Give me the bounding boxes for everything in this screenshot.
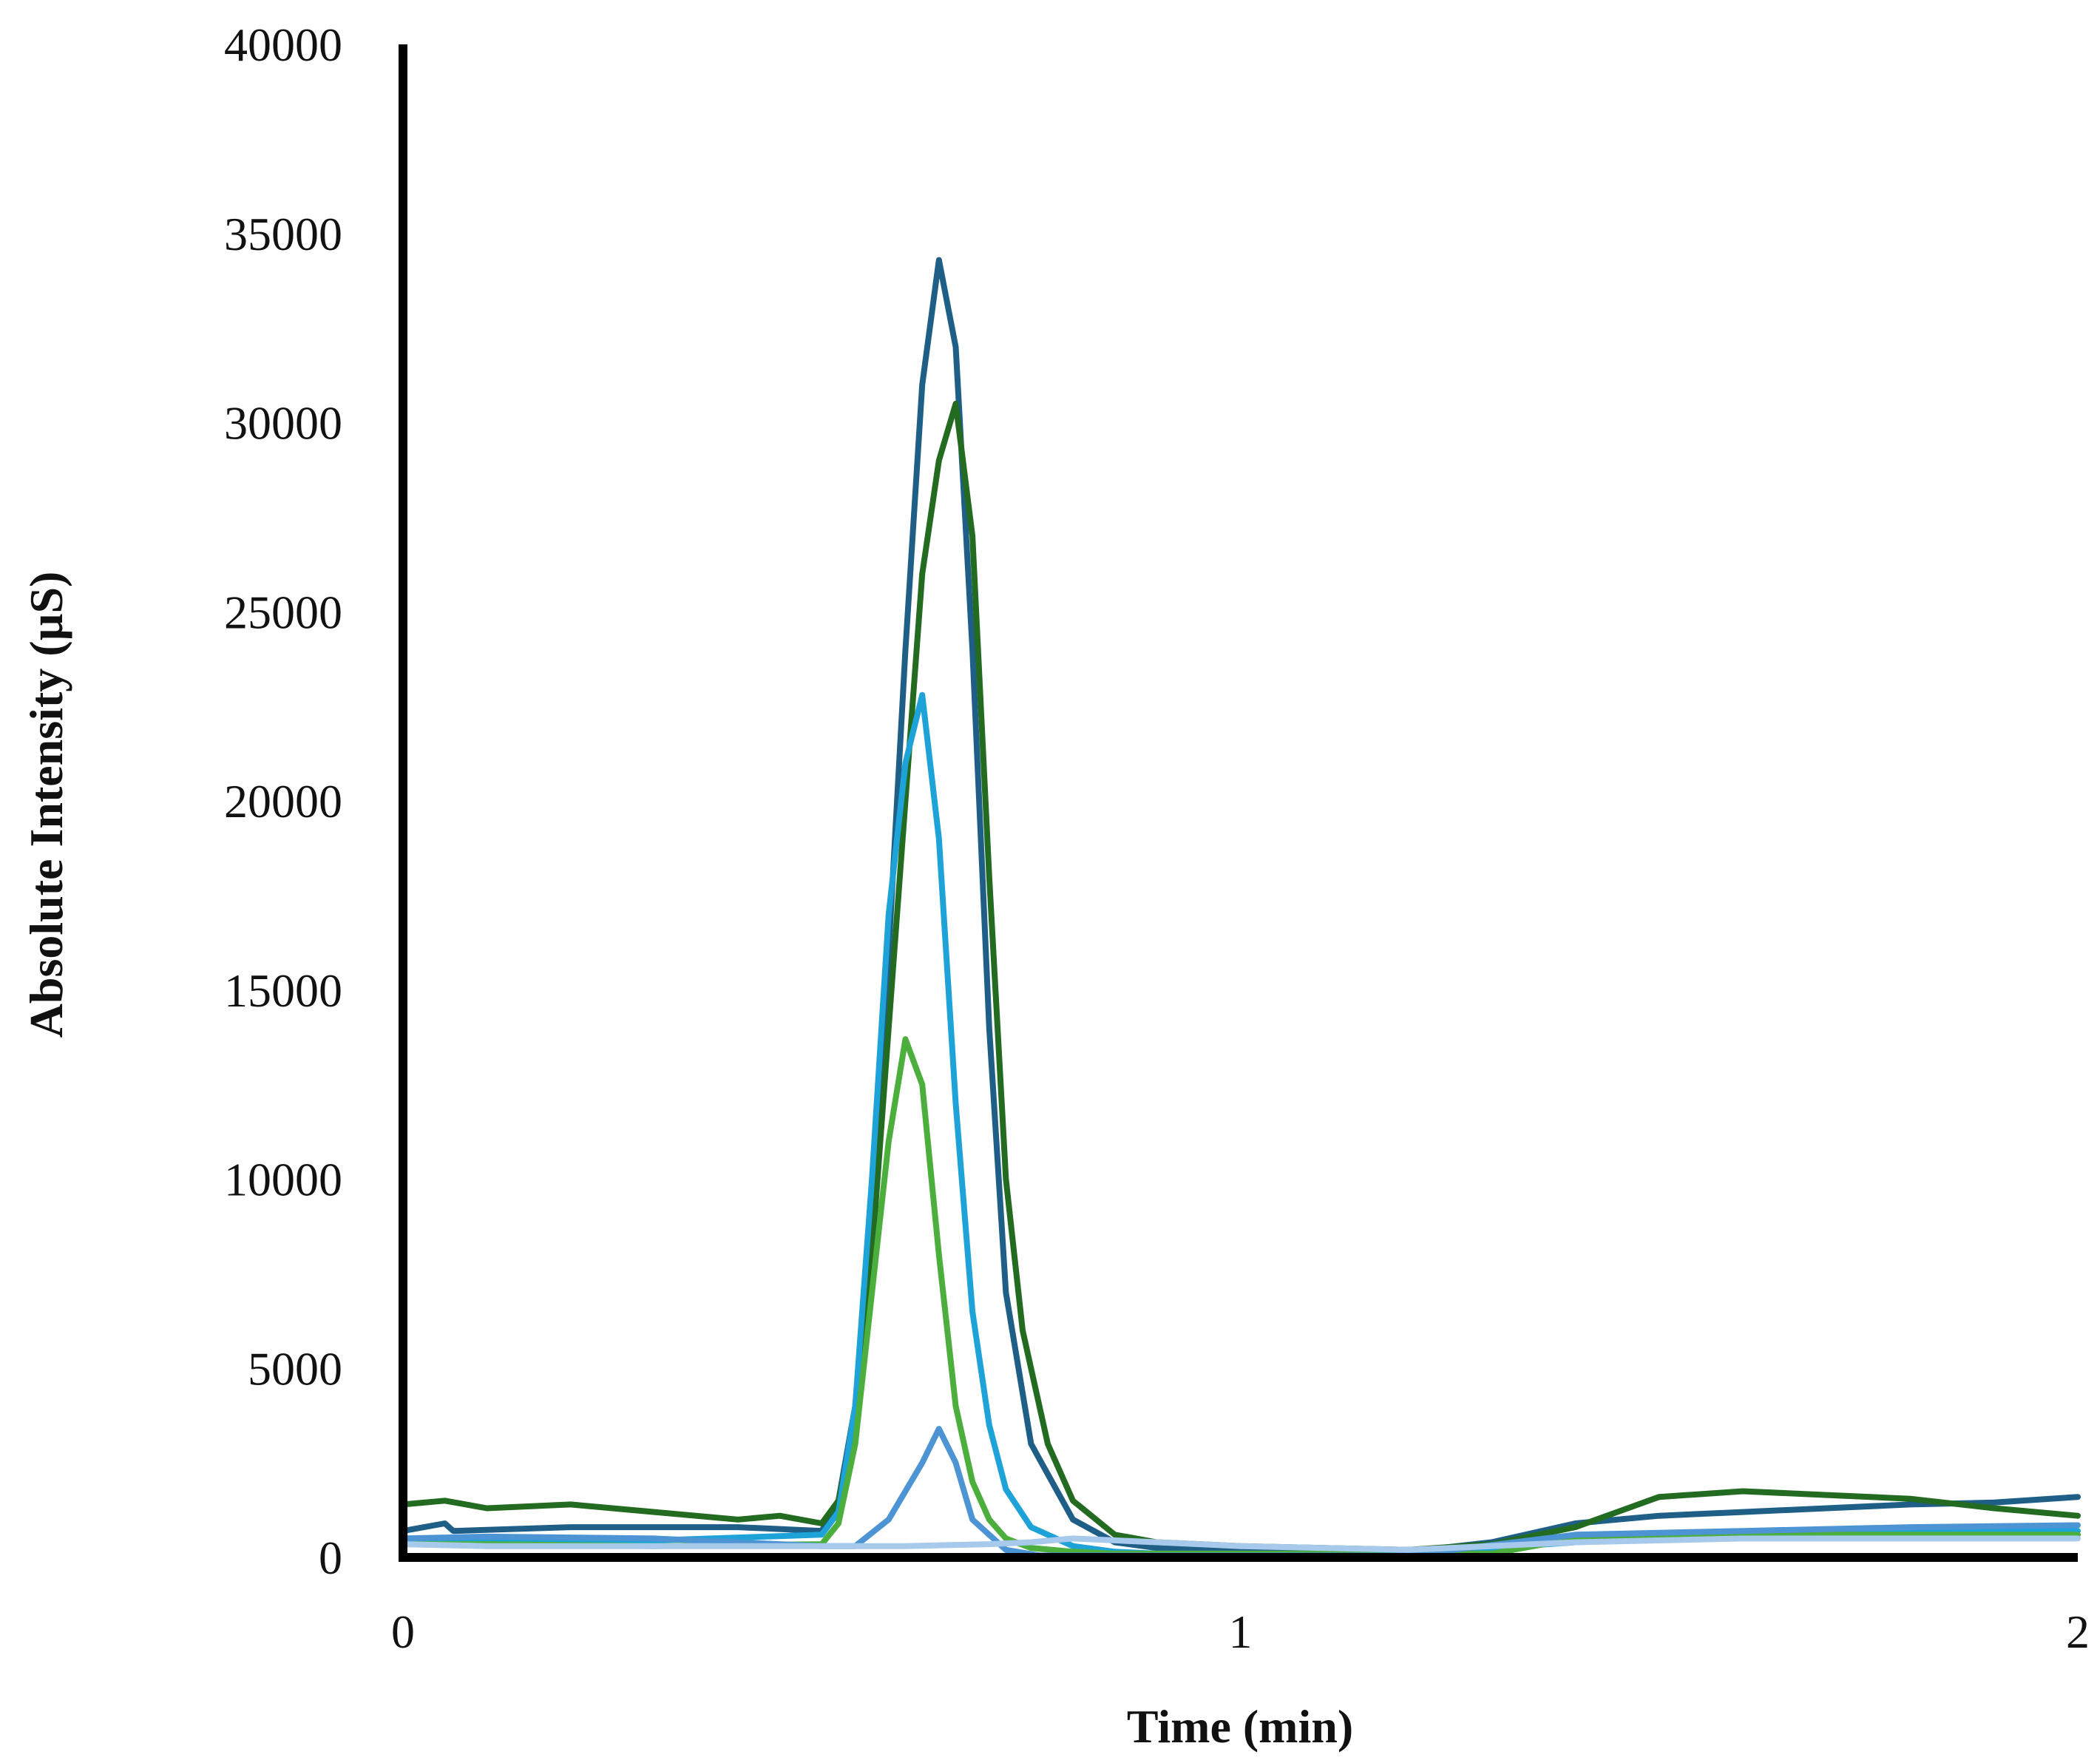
y-tick-label: 30000 [224, 397, 342, 450]
series-line-6 [400, 1535, 2081, 1553]
x-axis-title: Time (min) [1127, 1700, 1353, 1753]
y-tick-label: 35000 [224, 208, 342, 260]
series-line-2 [400, 400, 2081, 1553]
y-tick-label: 5000 [248, 1342, 342, 1395]
x-tick-label: 1 [1229, 1605, 1253, 1658]
y-tick-label: 0 [319, 1532, 342, 1584]
series-line-4 [400, 1036, 2081, 1557]
x-tick-label: 2 [2066, 1605, 2090, 1658]
y-tick-label: 20000 [224, 775, 342, 828]
x-tick-labels: 0 1 2 [391, 1605, 2090, 1658]
series-line-3 [400, 691, 2081, 1557]
y-tick-label: 10000 [224, 1154, 342, 1206]
y-tick-label: 40000 [224, 18, 342, 71]
y-axis-title: Absolute Intensity (µS) [20, 572, 72, 1038]
x-tick-label: 0 [391, 1605, 415, 1658]
y-tick-label: 25000 [224, 586, 342, 638]
series-layer [400, 257, 2081, 1559]
y-tick-label: 15000 [224, 964, 342, 1017]
series-line-1 [400, 257, 2081, 1555]
y-tick-labels: 0 5000 10000 15000 20000 25000 30000 35000 40000 [224, 18, 342, 1584]
